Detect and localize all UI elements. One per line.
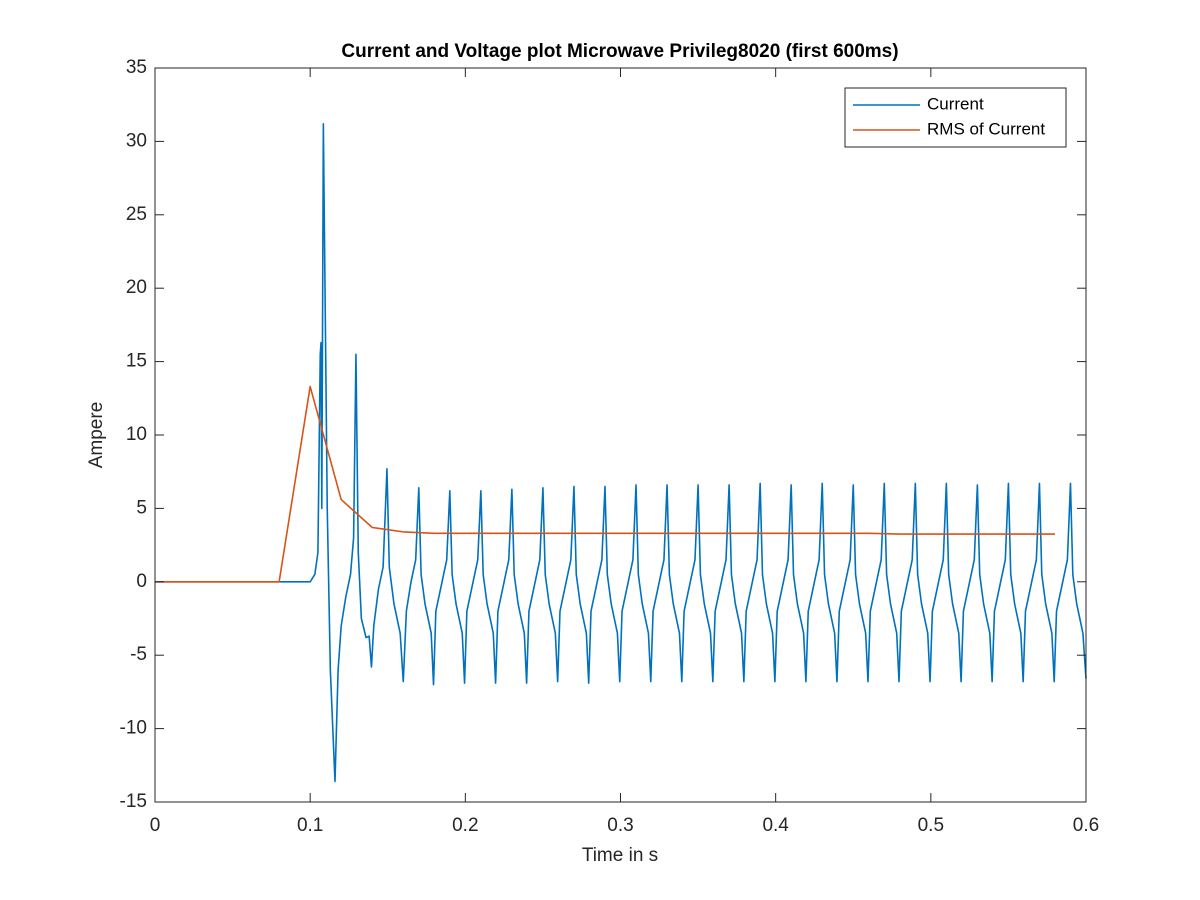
- plot-area: [155, 68, 1086, 802]
- legend-box: [844, 87, 1067, 148]
- y-tick-label: -10: [120, 718, 147, 739]
- x-tick-label: 0: [150, 815, 161, 836]
- y-tick-label: 35: [126, 57, 147, 78]
- y-tick-label: -5: [130, 644, 147, 665]
- x-tick-label: 0.6: [1073, 815, 1099, 836]
- y-tick-label: 20: [126, 277, 147, 298]
- y-tick-label: 0: [136, 571, 147, 592]
- y-axis-label: Ampere: [86, 402, 107, 469]
- x-tick-label: 0.5: [918, 815, 944, 836]
- y-tick-label: 30: [126, 130, 147, 151]
- y-tick-label: 10: [126, 424, 147, 445]
- chart-title: Current and Voltage plot Microwave Privi…: [341, 41, 898, 62]
- y-tick-label: -15: [120, 791, 147, 812]
- x-tick-label: 0.3: [607, 815, 633, 836]
- legend-label: RMS of Current: [927, 119, 1045, 138]
- x-tick-label: 0.4: [762, 815, 789, 836]
- x-tick-label: 0.1: [297, 815, 323, 836]
- legend-label: Current: [927, 94, 984, 113]
- y-tick-label: 25: [126, 204, 147, 225]
- y-tick-label: 15: [126, 351, 147, 372]
- data-line: [155, 385, 1055, 583]
- x-axis-label: Time in s: [582, 845, 658, 866]
- y-tick-label: 5: [136, 497, 147, 518]
- data-line: [155, 122, 1087, 783]
- x-tick-label: 0.2: [452, 815, 478, 836]
